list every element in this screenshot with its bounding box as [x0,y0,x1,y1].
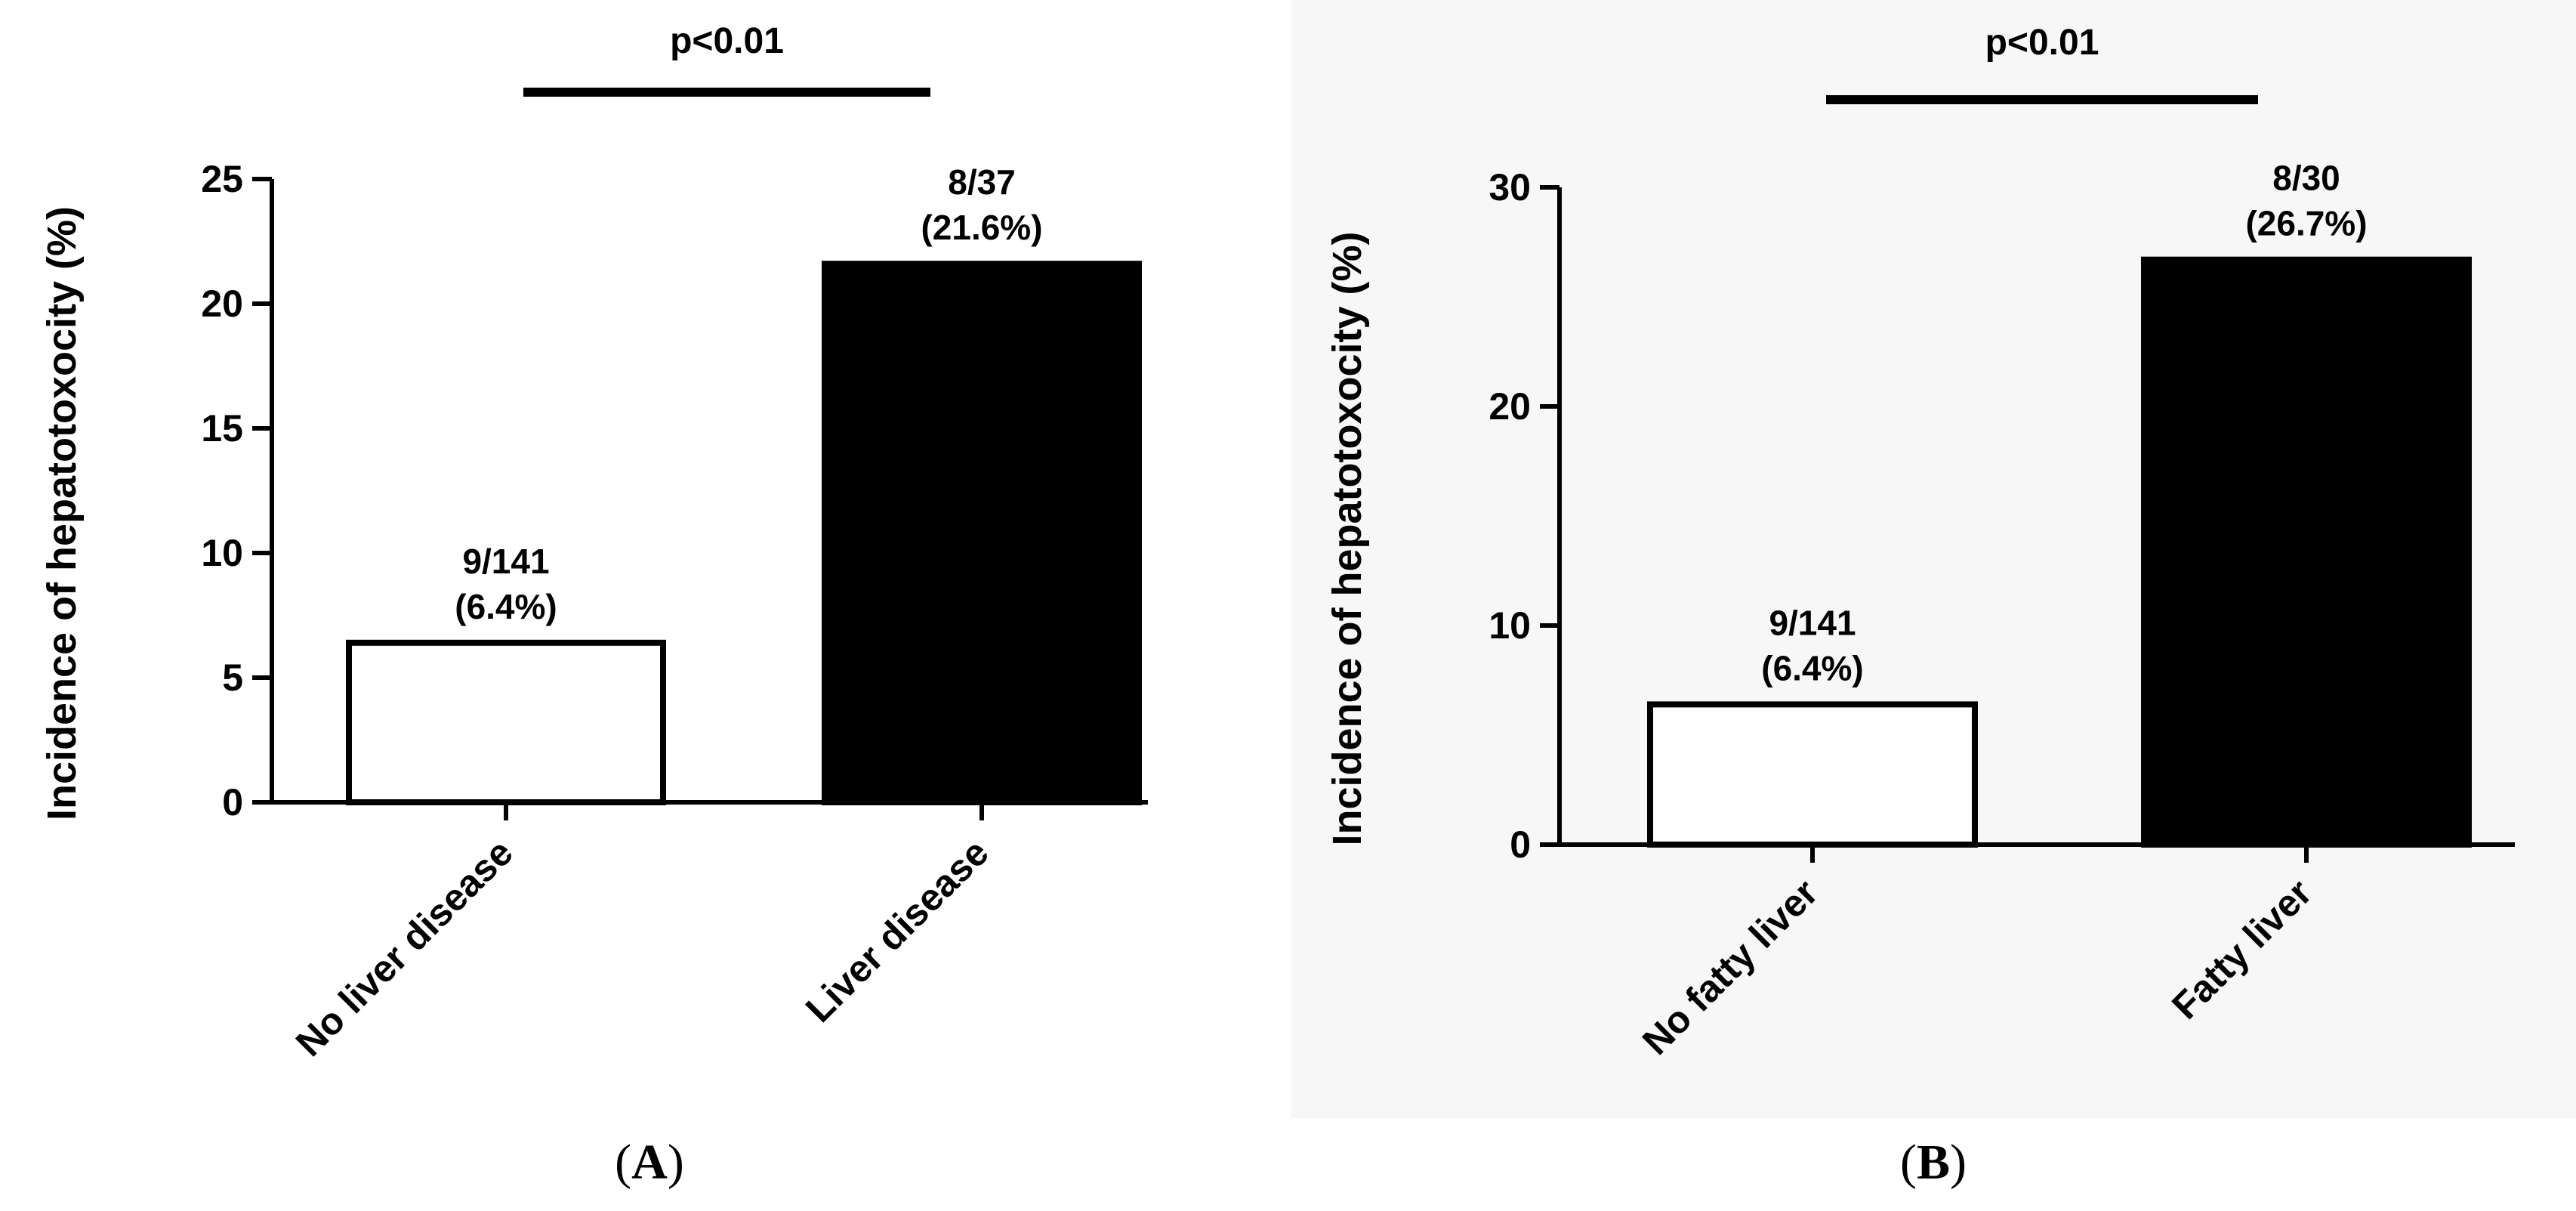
bar-no-fatty-liver [1647,701,1978,848]
y-tick-label: 0 [222,781,243,823]
y-tick-label: 5 [222,656,243,699]
bar-fatty-liver [2141,256,2472,848]
data-label-percent: (26.7%) [2245,204,2367,243]
y-tick-label: 10 [201,532,243,574]
data-label-fraction: 8/37 [948,162,1016,202]
chart-panel-b: 0 10 20 30 9/141 (6.4%) No fatty liver 8/30 (26.… [1325,23,2515,1190]
data-label-percent: (6.4%) [455,587,557,626]
bar-no-liver-disease [346,639,666,805]
panel-letter: (B) [1900,1135,1967,1190]
significance-label: p<0.01 [670,21,784,61]
x-category-label: No fatty liver [1634,871,1826,1063]
y-tick-label: 25 [201,158,243,200]
x-category-label: No liver disease [288,831,521,1064]
data-label-fraction: 8/30 [2272,159,2340,198]
y-tick-label: 30 [1489,166,1531,209]
chart-panel-a: 0 5 10 15 20 25 9/141 (6.4%) No liver disease 8/3… [39,21,1148,1190]
x-category-label: Fatty liver [2164,871,2320,1027]
panel-letter: (A) [615,1135,684,1190]
x-category-label: Liver disease [797,831,997,1030]
data-label-percent: (21.6%) [921,208,1042,247]
y-axis-title: Incidence of hepatotoxocity (%) [1325,231,1370,845]
y-tick-label: 10 [1489,604,1531,647]
significance-label: p<0.01 [1985,23,2099,63]
data-label-percent: (6.4%) [1761,648,1863,687]
y-axis-title: Incidence of hepatotoxocity (%) [39,206,85,820]
y-tick-label: 20 [201,283,243,325]
y-tick-label: 20 [1489,385,1531,428]
y-tick-label: 0 [1510,823,1531,866]
y-tick-label: 15 [201,407,243,449]
bar-liver-disease [822,261,1142,805]
data-label-fraction: 9/141 [1769,603,1856,642]
data-label-fraction: 9/141 [462,542,549,581]
